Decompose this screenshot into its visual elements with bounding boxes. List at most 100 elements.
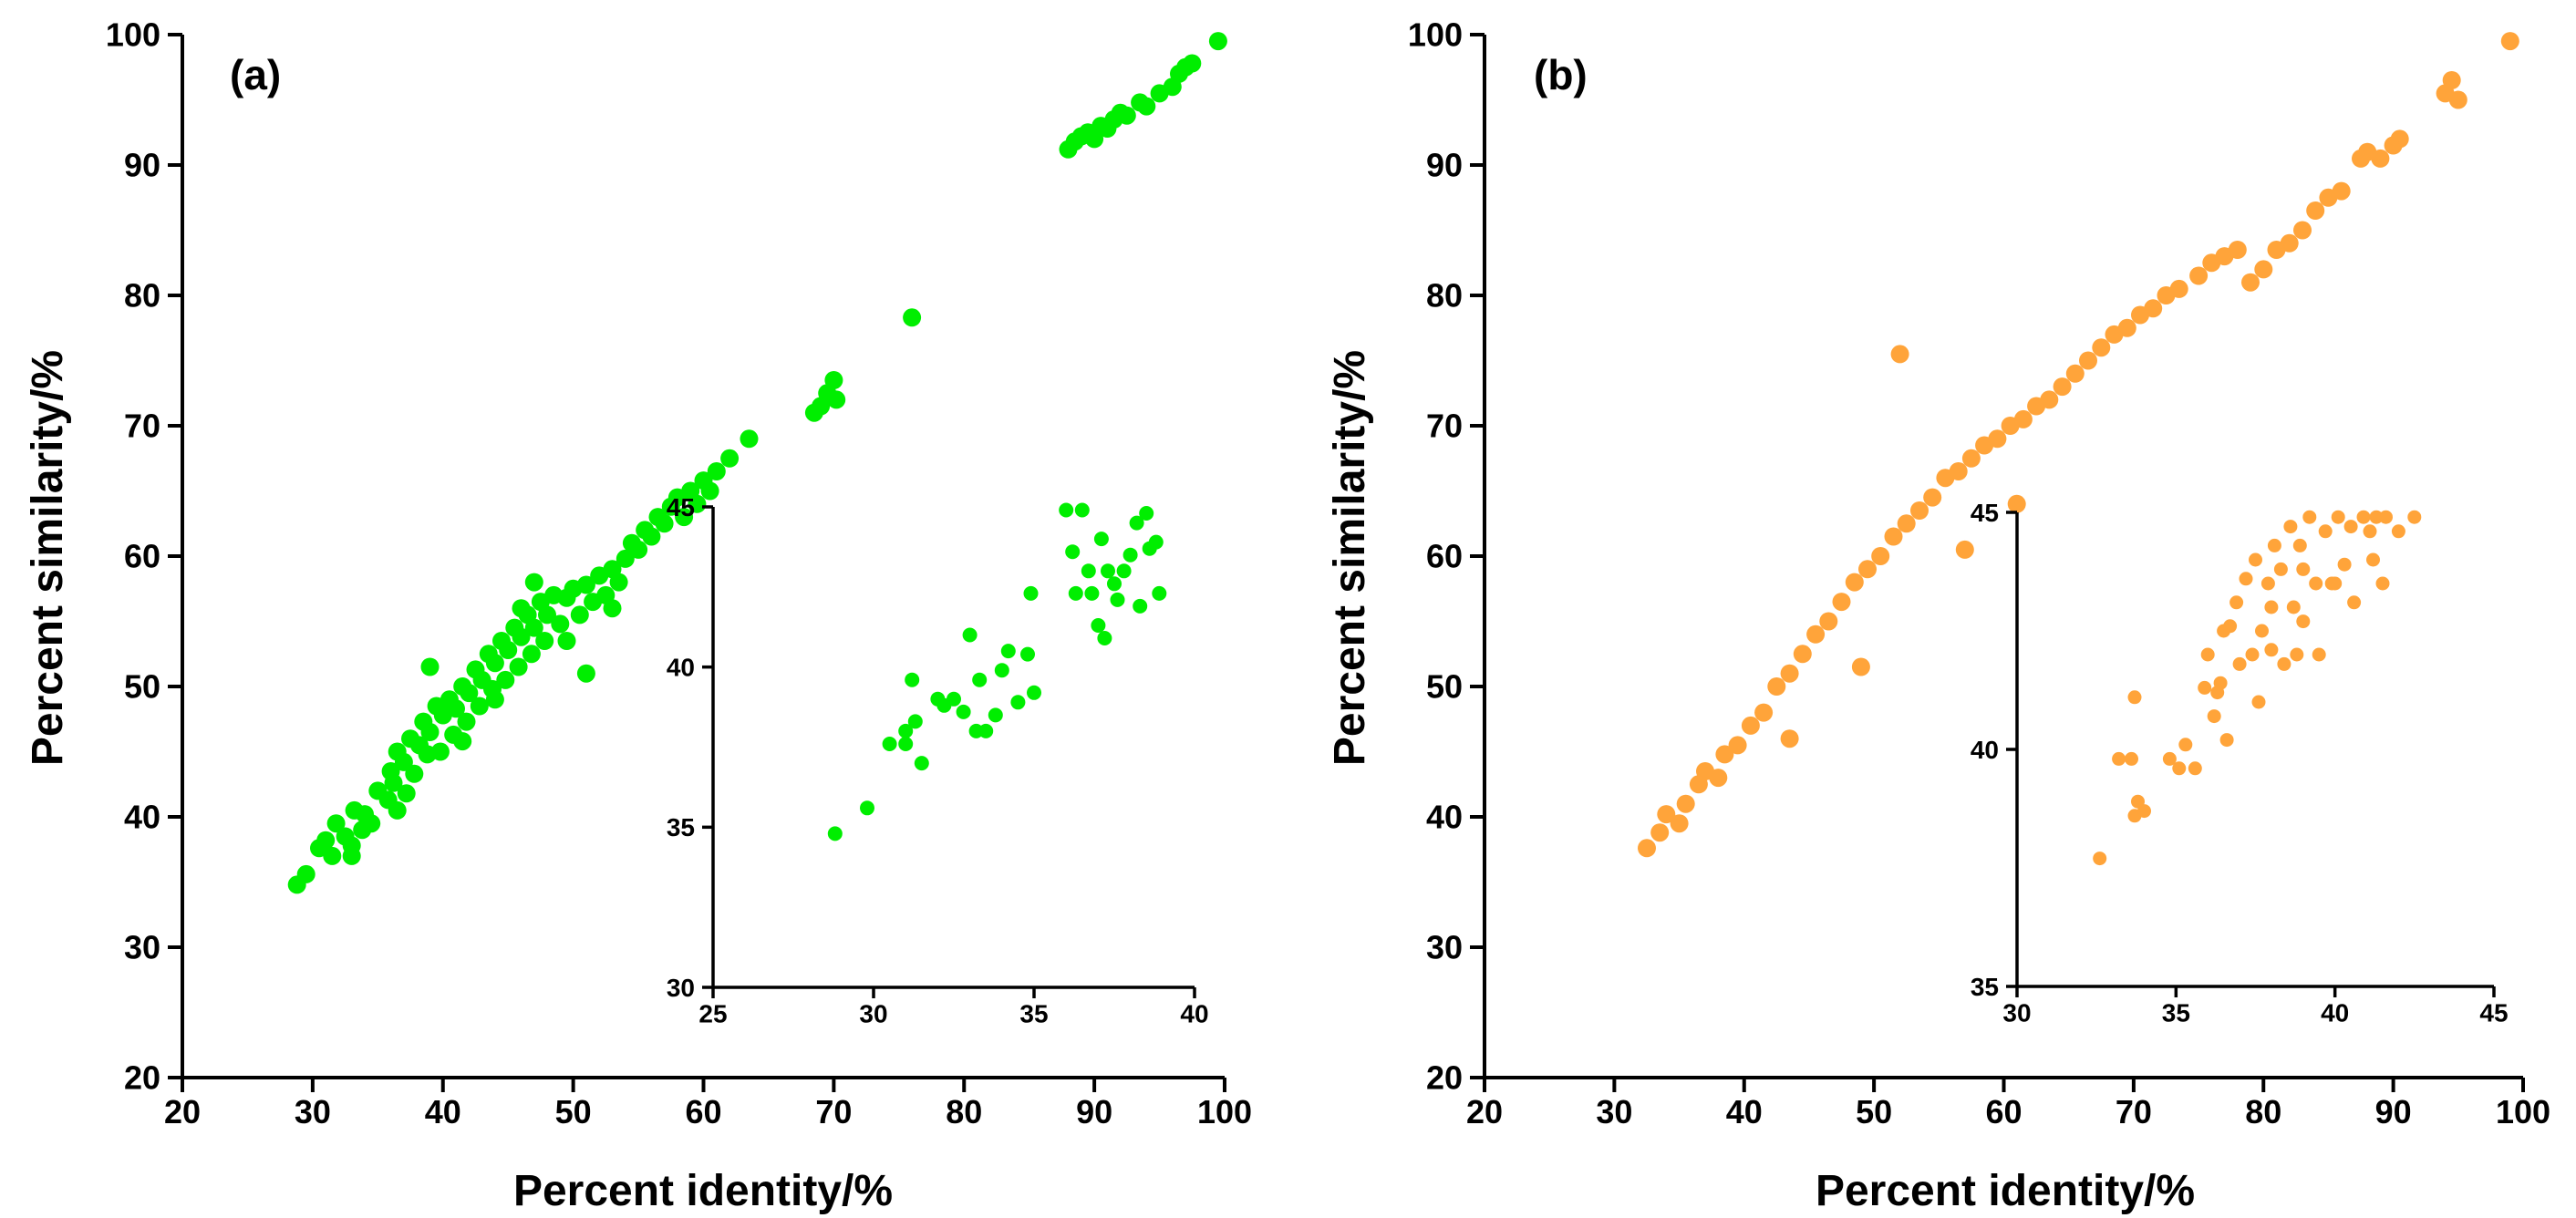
panel-b-x-tick-label: 90: [2375, 1093, 2412, 1130]
panel-b-y-tick-label: 90: [1426, 147, 1463, 184]
panel-a-inset-data-point: [1101, 563, 1115, 579]
panel-a-inset-data-point: [1023, 585, 1039, 601]
panel-b-inset-data-point: [2232, 656, 2247, 671]
panel-b-data-point: [1709, 769, 1728, 788]
panel-a-data-point: [394, 752, 413, 771]
panel-b-x-tick-label: 30: [1596, 1093, 1632, 1130]
panel-b-data-point: [2040, 390, 2059, 409]
panel-a-data-point: [512, 599, 531, 618]
panel-b-inset-data-point: [2188, 761, 2202, 776]
panel-b-data-point: [2117, 318, 2136, 337]
panel-a-x-axis-title: Percent identity/%: [513, 1167, 893, 1215]
panel-a-data-point: [1208, 32, 1227, 51]
panel-b-data-point: [2280, 233, 2299, 253]
panel-b-inset-data-point: [2347, 595, 2362, 610]
panel-b-inset-points: [2093, 510, 2422, 866]
panel-b-data-point: [2371, 149, 2390, 168]
panel-a-label: (a): [230, 51, 281, 98]
panel-a-inset-points: [827, 502, 1167, 841]
panel-b-data-point: [1793, 645, 1812, 664]
panel-b-inset-data-point: [2356, 510, 2371, 524]
panel-a-x-tick-label: 100: [1197, 1093, 1252, 1130]
panel-a-inset-data-point: [1122, 547, 1138, 563]
panel-a-inset-y-tick-label: 35: [667, 813, 695, 841]
panel-a-data-point: [827, 390, 846, 409]
panel-a-inset-data-point: [1027, 685, 1041, 700]
panel-a-inset-data-point: [1084, 585, 1100, 601]
panel-a-inset-data-point: [907, 714, 923, 729]
panel-a-data-point: [629, 540, 648, 559]
panel-a-inset-data-point: [898, 723, 914, 738]
panel-a-data-point: [342, 846, 361, 865]
panel-a-y-axis-title: Percent similarity/%: [24, 350, 72, 766]
panel-b-inset-data-point: [2264, 600, 2279, 614]
panel-a-data-point: [420, 657, 440, 676]
panel-b-data-point: [1657, 805, 1676, 824]
panel-a-data-point: [824, 371, 843, 389]
panel-b-main-plot: 20 30 40 50 60 70 80 90 100 20 30 40 50 60 70 80 90 100: [1408, 16, 2550, 1131]
panel-a-inset-data-point: [1139, 506, 1154, 521]
panel-b-x-tick-label: 70: [2116, 1093, 2152, 1130]
panel-b-data-point: [2390, 129, 2409, 149]
panel-a-data-point: [460, 684, 479, 703]
panel-b-inset-data-point: [2251, 695, 2266, 709]
panel-b-inset-data-point: [2178, 738, 2193, 752]
panel-b-inset-x-tick-label: 35: [2162, 999, 2190, 1027]
panel-b-data-point: [2189, 266, 2209, 285]
panel-b-data-point: [2007, 494, 2026, 513]
panel-a-y-tick-label: 50: [124, 668, 160, 706]
panel-a-data-point: [362, 814, 381, 833]
panel-a-data-point: [576, 575, 595, 594]
panel-b-data-point: [1780, 729, 1799, 748]
panel-b-data-point: [1638, 839, 1656, 858]
panel-b-inset-data-point: [2260, 576, 2275, 591]
panel-b-inset-x-tick-label: 40: [2321, 999, 2349, 1027]
panel-b-y-tick-label: 20: [1426, 1059, 1463, 1097]
panel-b-data-point: [1741, 716, 1760, 735]
panel-b-data-point: [1961, 449, 1981, 468]
panel-b-data-point: [1780, 664, 1799, 683]
panel-b-inset-data-point: [2093, 852, 2107, 866]
panel-b-x-tick-label: 20: [1466, 1093, 1503, 1130]
panel-a-data-point: [485, 690, 504, 709]
panel-b-data-point: [2442, 71, 2461, 89]
panel-a-y-tick-label: 80: [124, 277, 160, 315]
panel-b-data-point: [2092, 338, 2111, 357]
panel-a-data-point: [496, 670, 515, 689]
panel-b-x-tick-label: 80: [2245, 1093, 2281, 1130]
panel-a-points: [287, 32, 1227, 894]
panel-a-inset-y-tick-label: 30: [667, 974, 695, 1002]
panel-b-y-tick-label: 30: [1426, 929, 1463, 966]
panel-a-data-point: [384, 773, 403, 792]
panel-b-data-point: [1851, 657, 1870, 676]
panel-b-data-point: [2144, 299, 2163, 318]
panel-a-data-point: [453, 732, 472, 751]
panel-a-inset-data-point: [1074, 502, 1090, 518]
panel-b-inset-data-point: [2264, 643, 2279, 657]
panel-a-data-point: [642, 527, 661, 546]
panel-b-inset-data-point: [2391, 524, 2405, 539]
panel-b-inset-data-point: [2286, 600, 2301, 614]
panel-a-data-point: [655, 514, 674, 533]
panel-a-inset-data-point: [1093, 532, 1109, 547]
panel-b: (b) Percent identity/% Percent similarit…: [1326, 16, 2550, 1215]
panel-b-data-point: [2254, 260, 2273, 279]
panel-a-data-point: [522, 645, 541, 664]
panel-b-data-point: [2228, 241, 2247, 259]
panel-a-inset-data-point: [1020, 646, 1035, 662]
panel-a-inset-data-point: [898, 737, 914, 751]
panel-b-data-point: [1871, 547, 1890, 565]
panel-b-inset-data-point: [2366, 552, 2380, 567]
panel-b-inset-data-point: [2172, 761, 2187, 776]
panel-b-data-point: [1845, 573, 1864, 592]
panel-a-y-tick-label: 20: [124, 1059, 160, 1097]
panel-b-y-tick-label: 60: [1426, 538, 1463, 575]
panel-a-main-plot: 20 30 40 50 60 70 80 90 100 20 30 40 50 60 70 80 90 100: [106, 16, 1252, 1131]
panel-b-inset-data-point: [2375, 576, 2390, 591]
panel-b-data-point: [2065, 364, 2085, 383]
panel-b-inset-data-point: [2137, 804, 2151, 819]
panel-a-data-point: [1137, 97, 1156, 116]
panel-b-inset-data-point: [2255, 624, 2269, 638]
panel-b-inset-data-point: [2369, 510, 2384, 524]
panel-b-data-point: [1884, 527, 1903, 546]
